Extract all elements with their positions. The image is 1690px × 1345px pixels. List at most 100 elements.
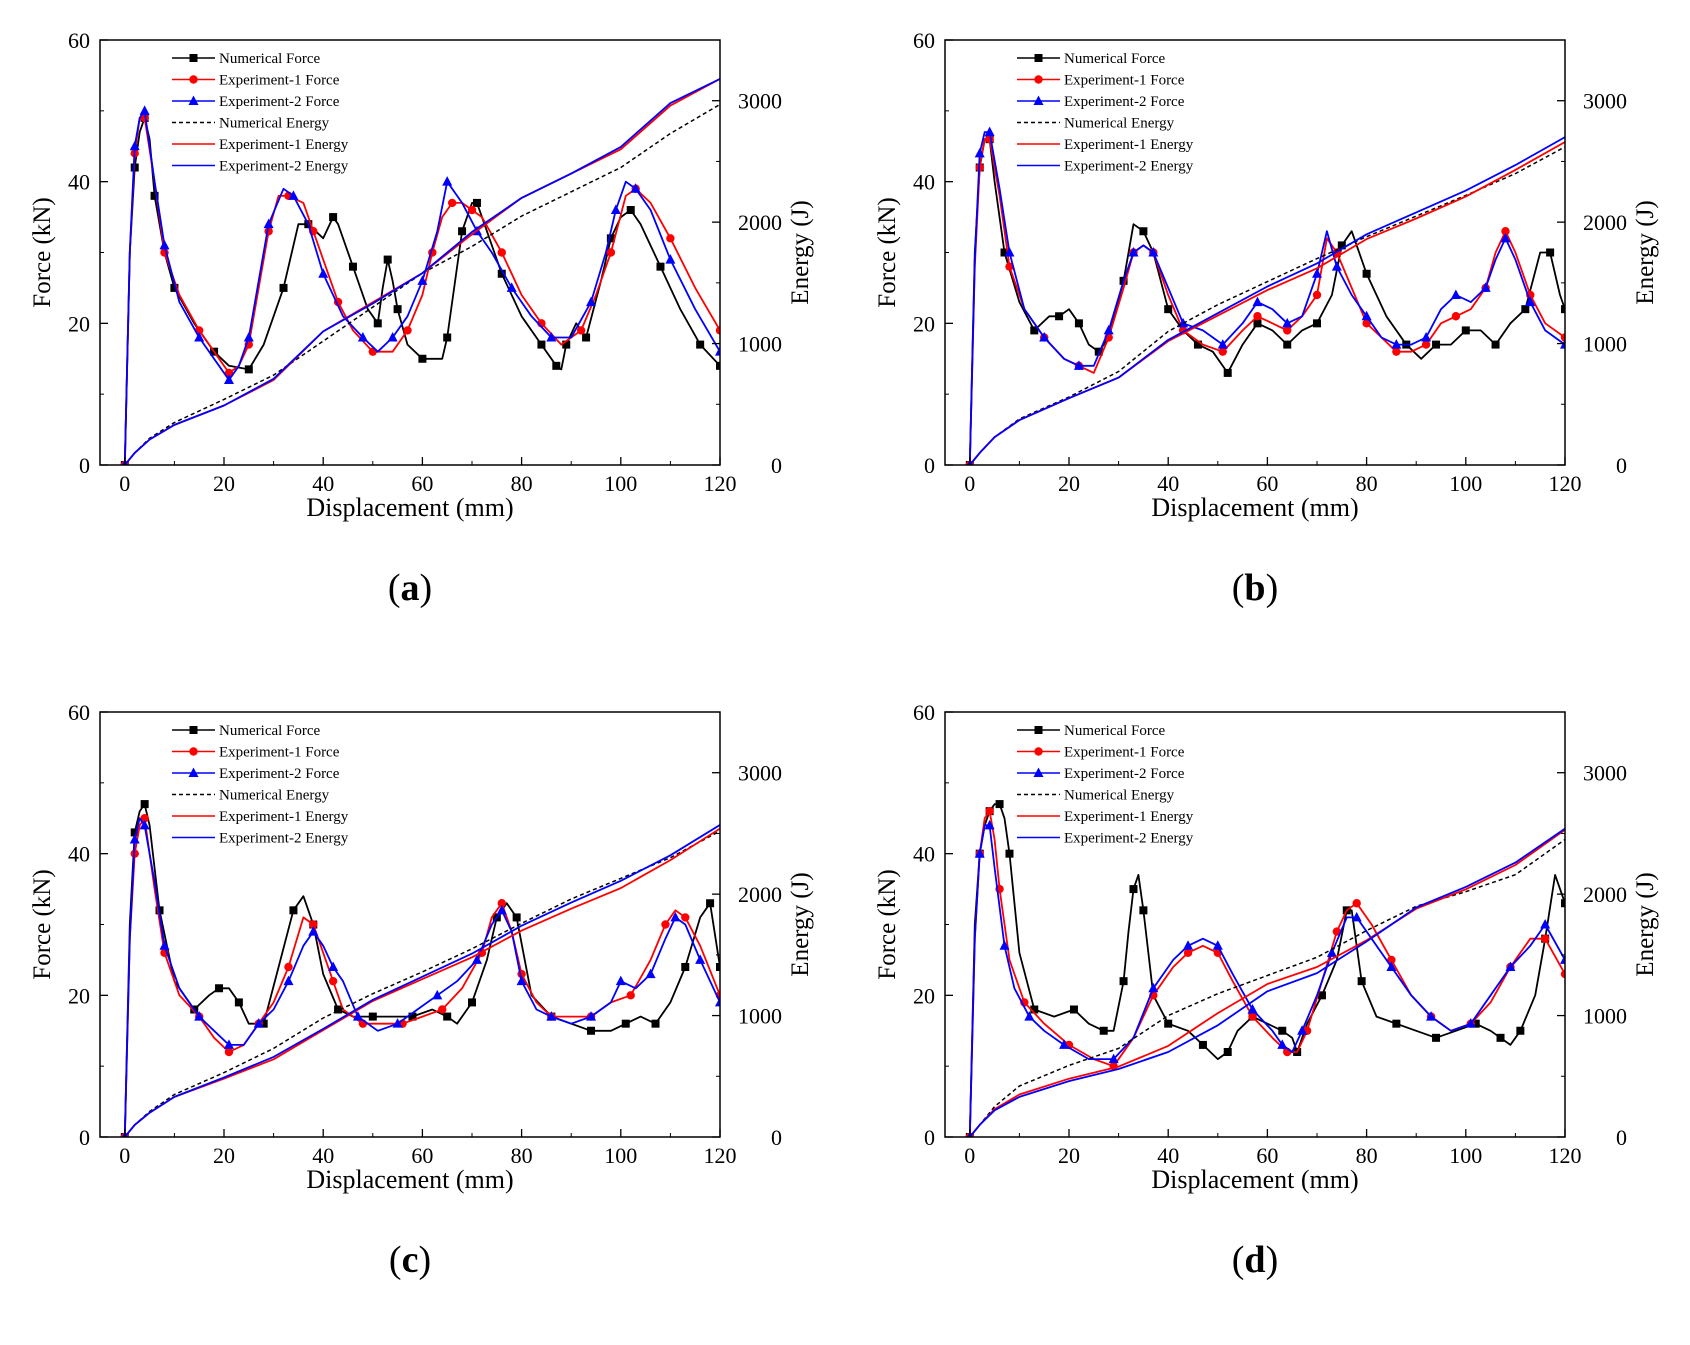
x-tick-label: 0 xyxy=(964,1143,975,1168)
data-point xyxy=(1421,332,1432,342)
data-point xyxy=(1164,1019,1173,1028)
data-point xyxy=(1069,1005,1078,1014)
data-point xyxy=(387,332,398,342)
data-point xyxy=(1073,360,1084,370)
y2-tick-label: 3000 xyxy=(1583,89,1627,114)
data-point xyxy=(1282,317,1293,328)
chart-b: 0 20 40 60 80 100 120 0 20 40 60 0 1000 2000 3000 Displ… xyxy=(874,28,1659,609)
x-tick-label: 60 xyxy=(1256,471,1278,496)
x-tick-label: 120 xyxy=(1549,471,1582,496)
data-point xyxy=(1099,1026,1108,1035)
data-point xyxy=(1525,296,1536,307)
y-axis-title: Force (kN) xyxy=(29,869,56,979)
series-line-3 xyxy=(124,103,720,465)
legend-marker xyxy=(189,747,198,756)
x-tick-label: 40 xyxy=(312,471,334,496)
x-axis-title: Displacement (mm) xyxy=(306,493,513,522)
data-point xyxy=(318,268,329,278)
data-point xyxy=(695,954,706,964)
y-tick-label: 0 xyxy=(79,1125,90,1150)
data-point xyxy=(546,332,557,342)
y-tick-label: 60 xyxy=(913,28,935,53)
data-point xyxy=(1252,296,1263,307)
data-point xyxy=(438,1005,447,1014)
y-tick-label: 40 xyxy=(68,170,90,195)
y2-axis-title: Energy (J) xyxy=(787,200,814,304)
y-tick-label: 40 xyxy=(68,842,90,867)
legend-marker xyxy=(1034,54,1043,62)
data-point xyxy=(1148,982,1159,993)
data-point xyxy=(139,105,150,115)
y2-tick-label: 0 xyxy=(1616,1125,1627,1150)
x-tick-label: 0 xyxy=(119,1143,130,1168)
data-point xyxy=(348,262,357,271)
data-point xyxy=(1055,312,1064,321)
legend-label: Numerical Energy xyxy=(1064,788,1175,804)
data-point xyxy=(645,968,656,979)
data-point xyxy=(1223,368,1232,377)
y2-tick-label: 3000 xyxy=(738,761,782,786)
data-point xyxy=(1326,947,1337,957)
data-point xyxy=(253,1018,264,1028)
data-point xyxy=(1461,326,1470,335)
data-point xyxy=(1313,319,1321,328)
data-point xyxy=(234,998,243,1007)
data-point xyxy=(984,126,995,137)
data-point xyxy=(497,269,506,278)
data-point xyxy=(1426,1011,1437,1021)
data-point xyxy=(263,218,274,229)
data-point xyxy=(1297,1025,1308,1035)
legend-marker xyxy=(1033,95,1044,105)
data-point xyxy=(1332,927,1342,936)
data-point xyxy=(1024,1011,1035,1021)
data-point xyxy=(443,1012,452,1021)
data-point xyxy=(259,1019,268,1028)
x-tick-label: 40 xyxy=(312,1143,334,1168)
data-point xyxy=(408,1012,417,1021)
data-point xyxy=(1392,347,1401,356)
data-point xyxy=(357,332,368,342)
data-point xyxy=(1496,1033,1505,1042)
data-point xyxy=(194,1011,205,1021)
data-point xyxy=(140,814,149,823)
data-point xyxy=(696,340,705,349)
x-tick-label: 20 xyxy=(213,1143,235,1168)
data-point xyxy=(223,1039,234,1049)
data-point xyxy=(1074,319,1083,328)
data-point xyxy=(1108,1053,1119,1064)
data-point xyxy=(1560,333,1565,342)
data-point xyxy=(467,205,477,215)
data-point xyxy=(651,1019,660,1028)
legend-label: Experiment-2 Energy xyxy=(1064,831,1194,847)
data-point xyxy=(606,248,616,257)
y-axis-title: Force (kN) xyxy=(874,197,901,307)
data-point xyxy=(974,147,985,158)
data-point xyxy=(1005,849,1014,858)
data-point xyxy=(471,954,482,964)
data-point xyxy=(1183,940,1194,950)
data-point xyxy=(328,961,339,971)
data-point xyxy=(170,283,179,292)
data-point xyxy=(1546,248,1555,257)
data-point xyxy=(334,1005,343,1014)
data-point xyxy=(715,346,720,356)
data-point xyxy=(1218,347,1227,356)
data-point xyxy=(1278,1026,1287,1035)
x-tick-label: 100 xyxy=(604,471,637,496)
data-point xyxy=(615,975,626,986)
y2-tick-label: 0 xyxy=(771,1125,782,1150)
data-point xyxy=(129,834,140,844)
legend-label: Experiment-1 Energy xyxy=(219,809,349,825)
data-point xyxy=(576,326,586,335)
x-tick-label: 0 xyxy=(964,471,975,496)
data-point xyxy=(537,340,546,349)
x-tick-label: 100 xyxy=(1449,1143,1482,1168)
data-point xyxy=(279,283,288,292)
legend: Numerical Force Experiment-1 Force Experim… xyxy=(172,723,349,847)
data-point xyxy=(1164,305,1173,314)
data-point xyxy=(129,140,140,151)
data-point xyxy=(1386,961,1397,971)
y-tick-label: 0 xyxy=(924,1125,935,1150)
legend: Numerical Force Experiment-1 Force Experim… xyxy=(1017,51,1194,175)
data-point xyxy=(1000,248,1009,257)
